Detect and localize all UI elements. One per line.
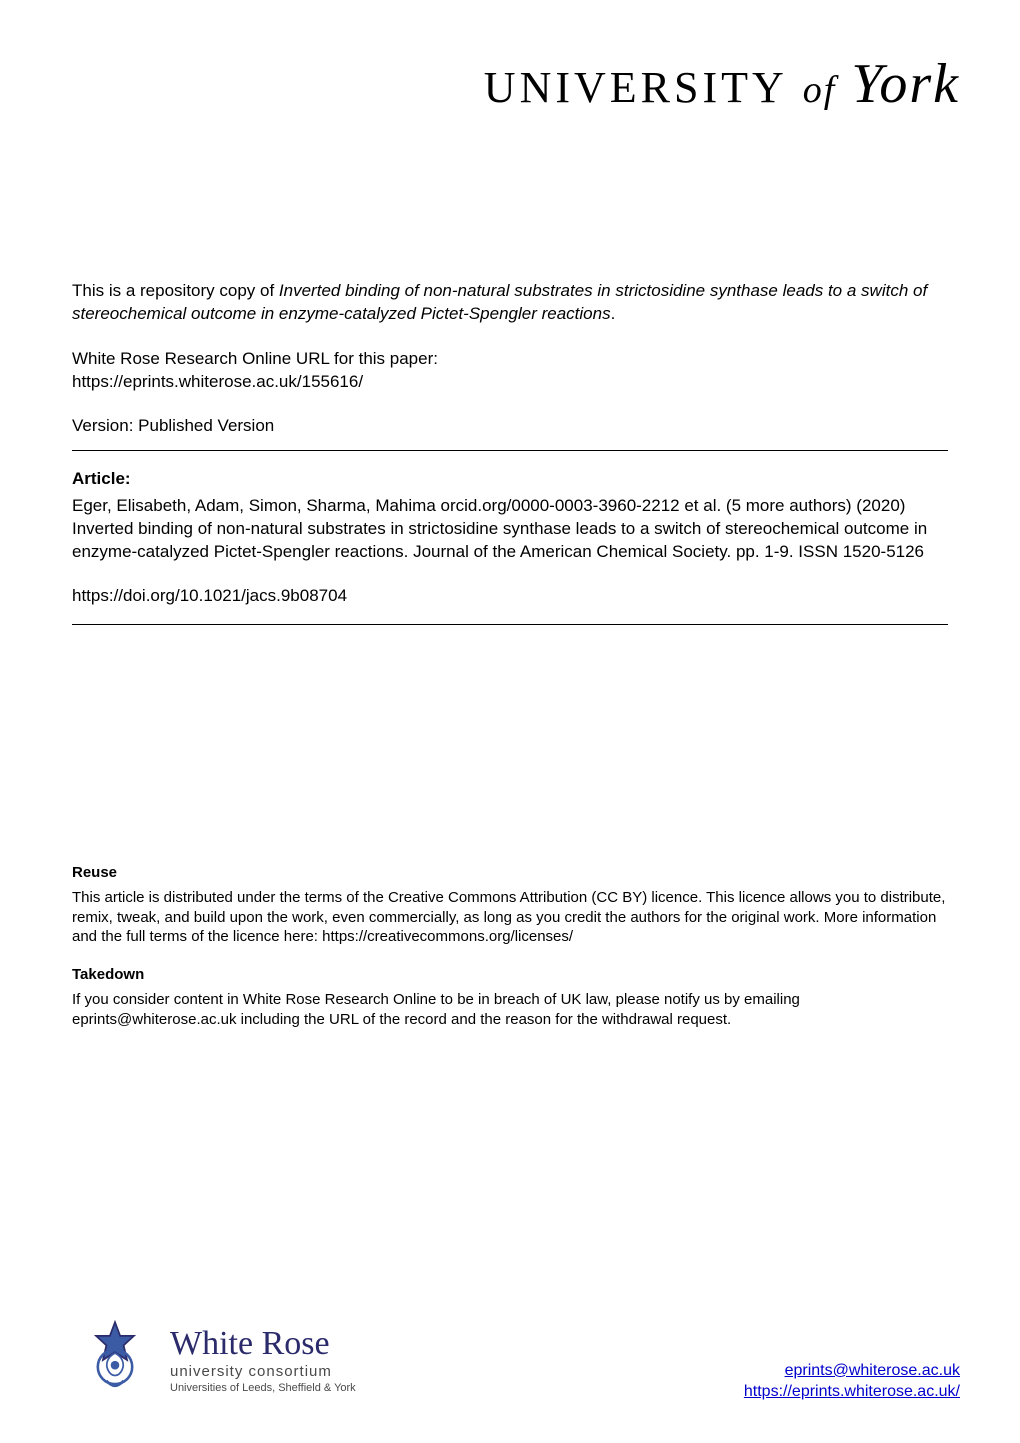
footer-left: White Rose university consortium Univers… xyxy=(72,1317,356,1403)
white-rose-sub2: Universities of Leeds, Sheffield & York xyxy=(170,1382,356,1394)
white-rose-title: White Rose xyxy=(170,1327,356,1361)
article-body: Eger, Elisabeth, Adam, Simon, Sharma, Ma… xyxy=(72,495,948,564)
logo-university-word: UNIVERSITY xyxy=(484,63,788,112)
url-block: White Rose Research Online URL for this … xyxy=(72,348,948,394)
version-line: Version: Published Version xyxy=(72,416,948,436)
footer: White Rose university consortium Univers… xyxy=(72,1317,960,1403)
mid-spacer xyxy=(72,643,948,863)
white-rose-sub1: university consortium xyxy=(170,1363,356,1380)
footer-email-link[interactable]: eprints@whiterose.ac.uk xyxy=(785,1362,960,1379)
reuse-block: Reuse This article is distributed under … xyxy=(72,863,948,947)
reuse-body: This article is distributed under the te… xyxy=(72,888,948,947)
intro-suffix: . xyxy=(611,304,616,323)
university-logo: UNIVERSITY of York xyxy=(484,52,960,116)
divider-bottom xyxy=(72,624,948,625)
takedown-block: Takedown If you consider content in Whit… xyxy=(72,965,948,1030)
divider-top xyxy=(72,450,948,451)
white-rose-text: White Rose university consortium Univers… xyxy=(170,1327,356,1394)
takedown-body: If you consider content in White Rose Re… xyxy=(72,990,948,1029)
main-content: This is a repository copy of Inverted bi… xyxy=(72,280,948,1047)
logo-york-word: York xyxy=(851,53,960,115)
takedown-heading: Takedown xyxy=(72,965,948,985)
url-label: White Rose Research Online URL for this … xyxy=(72,349,438,368)
intro-paragraph: This is a repository copy of Inverted bi… xyxy=(72,280,948,326)
reuse-heading: Reuse xyxy=(72,863,948,883)
footer-site-link[interactable]: https://eprints.whiterose.ac.uk/ xyxy=(744,1383,960,1400)
footer-right: eprints@whiterose.ac.uk https://eprints.… xyxy=(744,1360,960,1403)
doi-line: https://doi.org/10.1021/jacs.9b08704 xyxy=(72,586,948,606)
article-heading: Article: xyxy=(72,469,948,489)
logo-of-word: of xyxy=(803,69,837,111)
white-rose-icon xyxy=(72,1317,158,1403)
intro-prefix: This is a repository copy of xyxy=(72,281,279,300)
url-value: https://eprints.whiterose.ac.uk/155616/ xyxy=(72,372,363,391)
